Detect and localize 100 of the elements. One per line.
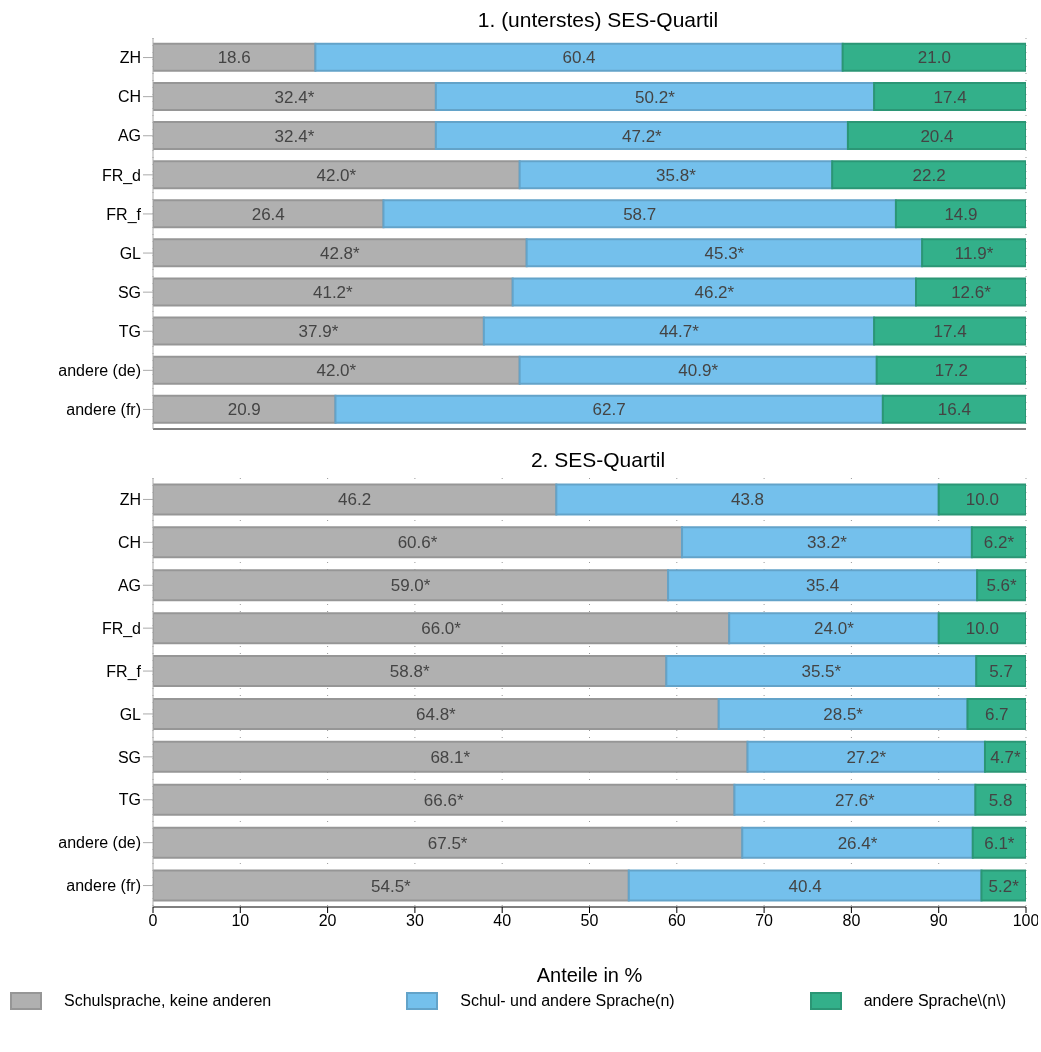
y-tick-label: SG	[117, 283, 141, 301]
bar	[728, 612, 940, 645]
data-label: 18.6	[217, 48, 251, 68]
data-label: 5.7	[989, 662, 1013, 682]
data-label: 40.9*	[678, 361, 719, 381]
bar	[881, 394, 1026, 424]
data-label: 6.1*	[984, 833, 1015, 853]
bar	[937, 483, 1026, 516]
bar	[518, 160, 834, 190]
data-label: 60.4	[562, 48, 596, 68]
bar	[915, 277, 1026, 307]
bar	[717, 697, 969, 730]
bar	[921, 238, 1026, 268]
data-label: 59.0*	[390, 576, 431, 596]
bar	[831, 160, 1026, 190]
bar	[434, 121, 849, 151]
bar	[518, 355, 878, 385]
data-label: 22.2	[912, 165, 946, 185]
data-label: 42.8*	[319, 243, 361, 263]
chart-title: 2. SES-Quartil	[529, 448, 667, 473]
bar	[975, 655, 1026, 688]
x-tick-label: 60	[667, 912, 686, 930]
data-label: 10.0	[965, 619, 999, 639]
data-label: 60.6*	[397, 533, 438, 553]
y-tick-label: FR_f	[106, 205, 142, 224]
x-tick-label: 20	[318, 912, 337, 930]
bar	[746, 740, 986, 773]
data-label: 54.5*	[371, 876, 412, 896]
bar	[974, 783, 1026, 816]
data-label: 42.0*	[316, 361, 357, 381]
data-label: 26.4*	[837, 833, 878, 853]
y-tick-label: AG	[117, 576, 141, 594]
data-label: 43.8	[730, 490, 765, 510]
y-tick-label: TG	[118, 322, 141, 340]
data-label: 66.6*	[423, 790, 464, 810]
data-label: 32.4*	[274, 87, 315, 107]
y-tick-label: CH	[117, 88, 141, 106]
y-tick-label: ZH	[119, 491, 141, 509]
x-tick-label: 40	[493, 912, 512, 930]
data-label: 12.6*	[951, 283, 992, 302]
y-tick-label: AG	[117, 127, 141, 145]
data-label: 50.2*	[635, 87, 676, 107]
bar	[971, 826, 1026, 859]
bar	[627, 869, 983, 902]
data-label: 5.8	[988, 790, 1013, 810]
data-label: 28.5*	[823, 704, 864, 724]
data-label: 6.2*	[983, 533, 1015, 553]
bar	[966, 697, 1026, 730]
bar	[525, 238, 924, 268]
data-label: 35.5*	[801, 662, 842, 682]
legend-label: andere Sprache\(n\)	[863, 992, 1006, 1010]
data-label: 68.1*	[430, 747, 471, 767]
bar	[846, 121, 1026, 151]
x-tick-label: 30	[406, 912, 424, 930]
bar	[980, 869, 1026, 902]
data-label: 35.4	[806, 576, 840, 596]
y-tick-label: FR_d	[101, 619, 141, 638]
legend-label: Schul- und andere Sprache(n)	[460, 992, 675, 1010]
data-label: 40.4	[788, 876, 822, 896]
y-tick-label: TG	[118, 791, 141, 809]
data-label: 45.3*	[704, 243, 745, 263]
y-tick-label: andere (fr)	[66, 877, 141, 895]
y-tick-label: andere (de)	[58, 362, 141, 380]
data-label: 4.7*	[990, 747, 1021, 767]
data-label: 20.9	[227, 400, 261, 420]
y-tick-label: andere (fr)	[66, 401, 141, 419]
bar	[382, 199, 897, 229]
data-label: 10.0	[965, 490, 999, 510]
x-tick-label: 0	[148, 912, 158, 930]
data-label: 67.5*	[427, 833, 468, 853]
data-label: 14.9	[944, 204, 978, 224]
data-label: 46.2*	[694, 283, 735, 302]
data-label: 66.0*	[421, 619, 462, 639]
x-tick-label: 10	[231, 912, 250, 930]
bar	[665, 655, 978, 688]
bar	[667, 569, 979, 602]
bar	[511, 277, 917, 307]
x-tick-label: 90	[929, 912, 948, 930]
data-label: 5.6*	[986, 576, 1018, 596]
chart-title: 1. (unterstes) SES-Quartil	[476, 8, 720, 33]
data-label: 41.2*	[312, 283, 354, 302]
data-label: 24.0*	[814, 619, 855, 639]
bar	[741, 826, 974, 859]
legend-label: Schulsprache, keine anderen	[64, 992, 272, 1010]
data-label: 6.7	[984, 704, 1009, 724]
bar	[983, 740, 1026, 773]
data-label: 16.4	[937, 400, 971, 420]
data-label: 11.9*	[954, 243, 994, 263]
data-label: 32.4*	[274, 126, 315, 146]
bar	[434, 81, 876, 111]
data-label: 17.4	[933, 322, 967, 342]
y-tick-label: GL	[119, 244, 142, 262]
bar	[482, 316, 876, 346]
data-label: 58.7	[623, 204, 657, 224]
bar	[873, 316, 1026, 346]
bar	[733, 783, 977, 816]
bar	[875, 355, 1026, 385]
bar	[841, 42, 1026, 72]
data-label: 17.2	[934, 361, 968, 381]
data-label: 37.9*	[298, 322, 339, 342]
